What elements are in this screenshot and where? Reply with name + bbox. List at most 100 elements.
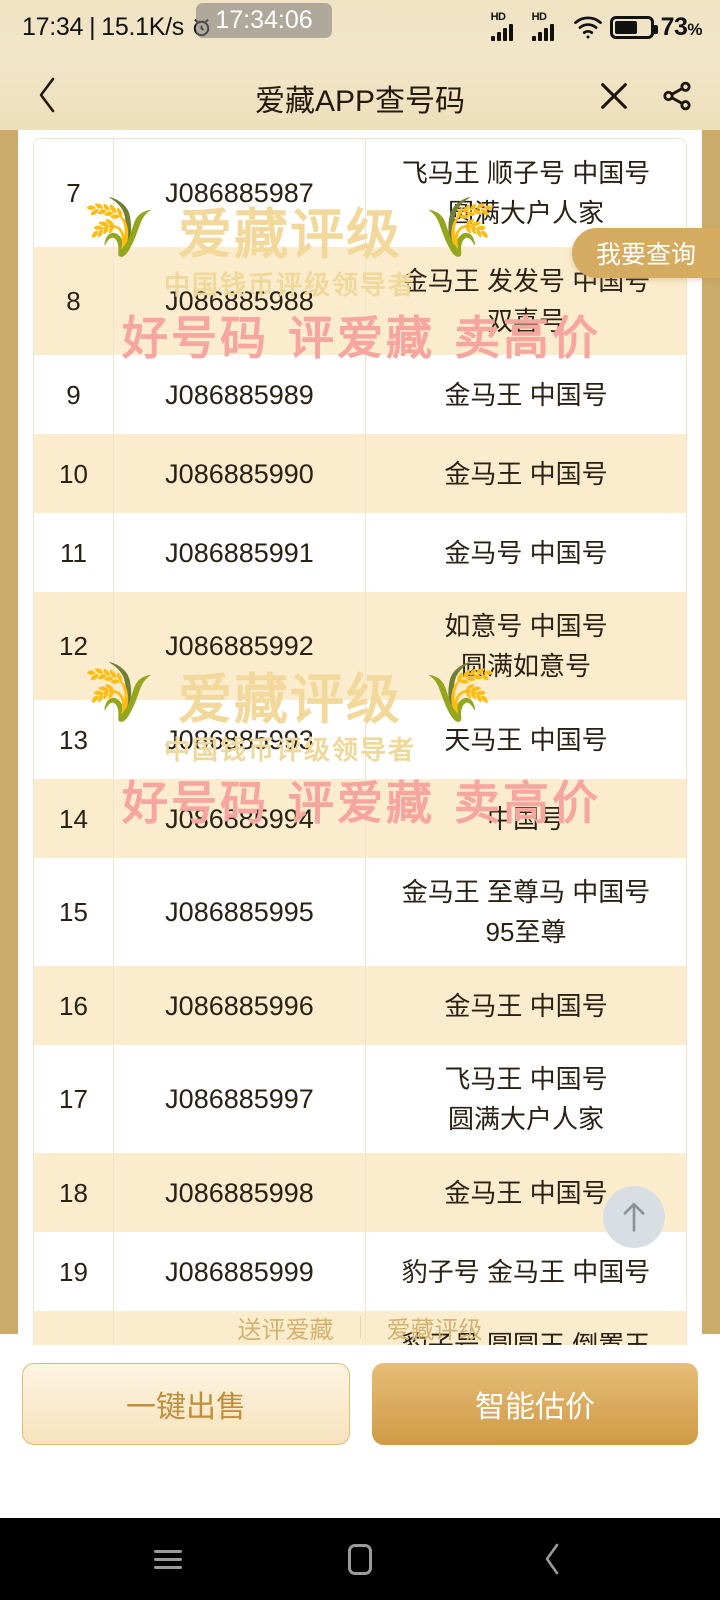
footer-link-aicang-grading[interactable]: 爱藏评级 [386, 1316, 483, 1344]
scroll-to-top-button[interactable] [603, 1186, 665, 1248]
row-index: 10 [34, 434, 114, 513]
query-button[interactable]: 我要查询 [572, 228, 720, 278]
share-icon [663, 81, 691, 111]
app-bar: 爱藏APP查号码 [0, 58, 720, 130]
row-serial-number: J086885989 [114, 355, 366, 434]
one-click-sell-button[interactable]: 一键出售 [22, 1363, 350, 1445]
chevron-left-icon [39, 77, 55, 113]
row-tags: 金马号 中国号 [366, 513, 686, 592]
row-index: 16 [34, 966, 114, 1045]
table-row[interactable]: 13 J086885993 天马王 中国号 [34, 700, 686, 779]
row-tag-line: 圆满如意号 [460, 651, 591, 681]
signal-icon-sim2: HD [531, 11, 566, 41]
row-serial-number: J086885990 [114, 434, 366, 513]
home-square-icon [348, 1543, 372, 1575]
row-tag-line: 金马王 中国号 [444, 458, 608, 489]
row-serial-number: J086885993 [114, 700, 366, 779]
battery-percent-symbol: % [687, 19, 702, 39]
footer-link-song-ping[interactable]: 送评爱藏 [237, 1316, 334, 1344]
battery-percent-label: 73% [660, 12, 703, 42]
row-index: 8 [34, 247, 114, 355]
smart-valuation-button[interactable]: 智能估价 [372, 1363, 698, 1445]
table-row[interactable]: 19 J086885999 豹子号 金马王 中国号 [34, 1232, 686, 1311]
back-button[interactable] [24, 72, 70, 118]
nav-back-button[interactable] [526, 1533, 578, 1585]
row-tag-line: 金马号 中国号 [444, 537, 608, 568]
row-tag-line: 金马王 中国号 [444, 990, 608, 1021]
row-index: 18 [34, 1153, 114, 1232]
row-tag-line: 金马王 至尊马 中国号 [401, 877, 651, 907]
row-tag-line: 飞马王 中国号 [444, 1064, 608, 1094]
row-index: 17 [34, 1045, 114, 1153]
row-tag-line: 金马王 中国号 [444, 1177, 608, 1208]
row-index: 7 [34, 139, 114, 247]
close-icon [601, 83, 627, 109]
table-row[interactable]: 7 J086885987 飞马王 顺子号 中国号 圆满大户人家 [34, 139, 686, 247]
row-tag-line: 金马王 中国号 [444, 379, 608, 410]
status-bar: 17:34 | 15.1K/s 17:34:06 HD HD [0, 0, 720, 58]
row-serial-number: J086885994 [114, 779, 366, 858]
row-serial-number: J086885996 [114, 966, 366, 1045]
row-serial-number: J086885995 [114, 858, 366, 966]
footer-divider [359, 1316, 361, 1338]
page-content: 7 J086885987 飞马王 顺子号 中国号 圆满大户人家 8 J086885988 金… [0, 130, 720, 1518]
signal-icon-sim1: HD [490, 11, 525, 41]
right-gold-border [702, 130, 720, 1334]
status-separator: | [89, 13, 96, 41]
row-tag-line: 圆满大户人家 [447, 1104, 604, 1134]
row-tag-line: 双喜号 [486, 306, 565, 336]
page-title: 爱藏APP查号码 [254, 85, 466, 118]
row-serial-number: J086885997 [114, 1045, 366, 1153]
row-tag-line: 豹子号 金马王 中国号 [401, 1256, 651, 1287]
row-index: 12 [34, 592, 114, 700]
battery-icon [609, 15, 658, 39]
signal-bars-sim2 [531, 23, 554, 41]
recents-button[interactable] [142, 1533, 194, 1585]
close-button[interactable] [594, 76, 634, 116]
row-tags: 飞马王 顺子号 中国号 圆满大户人家 [366, 139, 686, 247]
home-button[interactable] [334, 1533, 386, 1585]
table-row[interactable]: 16 J086885996 金马王 中国号 [34, 966, 686, 1045]
table-row[interactable]: 10 J086885990 金马王 中国号 [34, 434, 686, 513]
share-button[interactable] [656, 76, 698, 116]
row-serial-number: J086885999 [114, 1232, 366, 1311]
table-row[interactable]: 9 J086885989 金马王 中国号 [34, 355, 686, 434]
row-tag-line: 如意号 中国号 [444, 611, 608, 641]
status-clock: 17:34 [22, 13, 84, 41]
table-row[interactable]: 18 J086885998 金马王 中国号 [34, 1153, 686, 1232]
row-index: 9 [34, 355, 114, 434]
row-serial-number: J086885988 [114, 247, 366, 355]
wifi-icon [573, 14, 603, 40]
table-row[interactable]: 12 J086885992 如意号 中国号 圆满如意号 [34, 592, 686, 700]
row-tags: 如意号 中国号 圆满如意号 [366, 592, 686, 700]
battery-percent-value: 73 [660, 12, 688, 41]
bottom-action-bar: 一键出售 智能估价 [0, 1345, 720, 1463]
table-row[interactable]: 15 J086885995 金马王 至尊马 中国号 95至尊 [34, 858, 686, 966]
row-serial-number: J086885998 [114, 1153, 366, 1232]
table-row[interactable]: 11 J086885991 金马号 中国号 [34, 513, 686, 592]
number-table: 7 J086885987 飞马王 顺子号 中国号 圆满大户人家 8 J086885988 金… [33, 138, 687, 1460]
table-row[interactable]: 17 J086885997 飞马王 中国号 圆满大户人家 [34, 1045, 686, 1153]
status-left-group: 17:34 | 15.1K/s [22, 13, 213, 42]
row-tags: 金马王 中国号 [366, 355, 686, 434]
row-serial-number: J086885991 [114, 513, 366, 592]
row-tag-line: 飞马王 顺子号 中国号 [401, 158, 651, 188]
row-tags: 天马王 中国号 [366, 700, 686, 779]
row-index: 19 [34, 1232, 114, 1311]
table-row[interactable]: 14 J086885994 中国号 [34, 779, 686, 858]
left-gold-border [0, 130, 18, 1334]
footer-links: 送评爱藏 爱藏评级 [0, 1307, 720, 1347]
menu-icon [154, 1545, 182, 1574]
row-serial-number: J086885987 [114, 139, 366, 247]
row-index: 11 [34, 513, 114, 592]
row-tags: 飞马王 中国号 圆满大户人家 [366, 1045, 686, 1153]
row-index: 13 [34, 700, 114, 779]
row-tags: 豹子号 金马王 中国号 [366, 1232, 686, 1311]
network-speed: 15.1K/s [101, 13, 184, 41]
hd-label-sim2: HD [531, 11, 547, 23]
row-tags: 金马王 中国号 [366, 434, 686, 513]
row-tags: 金马王 至尊马 中国号 95至尊 [366, 858, 686, 966]
row-tag-line: 95至尊 [485, 917, 567, 947]
row-tag-line: 圆满大户人家 [447, 198, 604, 228]
